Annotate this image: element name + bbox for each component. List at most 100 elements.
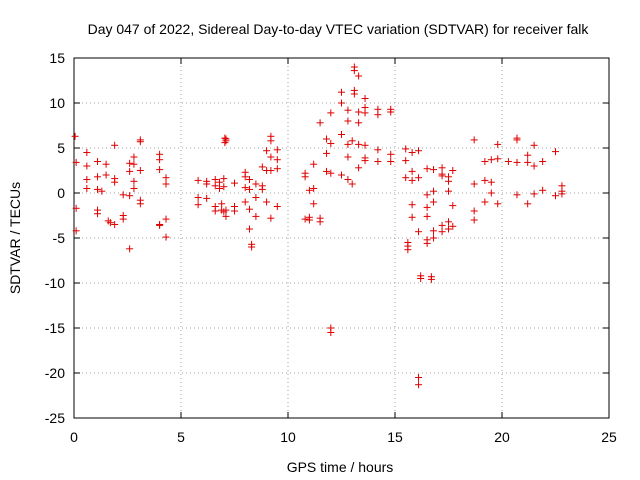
data-point [211, 176, 219, 183]
x-tick-label: 0 [70, 429, 78, 445]
data-point [470, 216, 478, 224]
data-point [408, 149, 416, 156]
data-point [374, 146, 382, 154]
data-point [83, 176, 91, 183]
data-point [430, 198, 438, 206]
data-point [162, 215, 170, 223]
data-point [348, 180, 356, 188]
data-point [323, 167, 331, 175]
data-point [94, 210, 102, 218]
data-point [111, 221, 119, 228]
data-point [98, 187, 106, 195]
data-point [323, 149, 331, 157]
data-points [71, 63, 566, 389]
y-tick-label: -25 [45, 410, 65, 426]
data-point [445, 177, 452, 185]
data-point [552, 148, 559, 156]
data-point [220, 183, 228, 191]
data-point [430, 234, 438, 242]
data-point [355, 72, 363, 80]
data-point [430, 166, 438, 174]
data-point [305, 186, 313, 194]
data-point [305, 216, 313, 224]
data-point [430, 227, 438, 235]
data-point [470, 207, 478, 215]
data-point [216, 185, 224, 192]
data-point [119, 215, 127, 223]
data-point [402, 157, 410, 165]
data-point [194, 176, 202, 184]
data-point [203, 180, 211, 188]
data-point [494, 155, 502, 163]
data-point [156, 166, 164, 174]
data-point [558, 190, 566, 198]
data-point [94, 185, 102, 193]
data-point [211, 182, 219, 190]
y-tick-label: 5 [57, 140, 65, 156]
plot-frame [73, 57, 610, 419]
data-point [94, 173, 102, 181]
data-point [487, 178, 495, 186]
data-point [539, 158, 547, 165]
x-tick-label: 5 [177, 429, 185, 445]
data-point [361, 109, 369, 117]
y-tick-label: -20 [45, 365, 65, 381]
data-point [130, 153, 138, 161]
data-point [415, 228, 423, 236]
data-point [504, 158, 512, 165]
data-point [267, 214, 275, 222]
data-point [423, 203, 431, 211]
data-point [252, 180, 260, 188]
data-point [316, 218, 324, 226]
data-point [361, 157, 369, 165]
data-point [338, 171, 345, 179]
data-point [445, 225, 452, 233]
data-point [130, 177, 138, 185]
data-point [162, 174, 170, 182]
data-point [267, 153, 275, 161]
x-tick-labels: 0 5 10 15 20 25 [70, 429, 617, 445]
data-point [344, 140, 352, 148]
data-point [273, 203, 281, 210]
data-point [126, 192, 134, 200]
data-point [470, 136, 478, 144]
data-point [374, 158, 382, 165]
x-tick-label: 10 [280, 429, 296, 445]
data-point [355, 119, 363, 127]
data-point [216, 178, 224, 186]
data-point [374, 111, 382, 119]
data-point [513, 136, 521, 144]
data-point [162, 180, 170, 188]
data-point [355, 140, 363, 148]
data-point [245, 176, 253, 183]
data-point [387, 108, 395, 116]
data-point [487, 156, 495, 164]
data-point [156, 221, 164, 229]
data-point [350, 90, 358, 98]
data-point [552, 192, 559, 200]
y-tick-label: -5 [53, 230, 66, 246]
data-point [348, 137, 356, 145]
data-point [355, 108, 363, 116]
data-point [417, 275, 425, 282]
data-point [430, 187, 438, 195]
x-axis-label: GPS time / hours [287, 459, 394, 475]
data-point [350, 67, 358, 75]
x-tick-label: 25 [601, 429, 617, 445]
x-tick-label: 20 [494, 429, 510, 445]
data-point [301, 215, 309, 223]
data-point [273, 156, 281, 164]
data-point [252, 212, 260, 220]
data-point [344, 106, 352, 114]
data-point [338, 99, 345, 107]
data-point [415, 374, 423, 381]
data-point [241, 184, 249, 192]
data-point [327, 329, 335, 336]
data-point [130, 160, 138, 168]
data-point [408, 167, 416, 175]
data-point [481, 176, 489, 184]
data-point [258, 163, 266, 171]
data-point [524, 200, 532, 208]
data-point [221, 139, 229, 147]
y-tick-label: -10 [45, 275, 65, 291]
